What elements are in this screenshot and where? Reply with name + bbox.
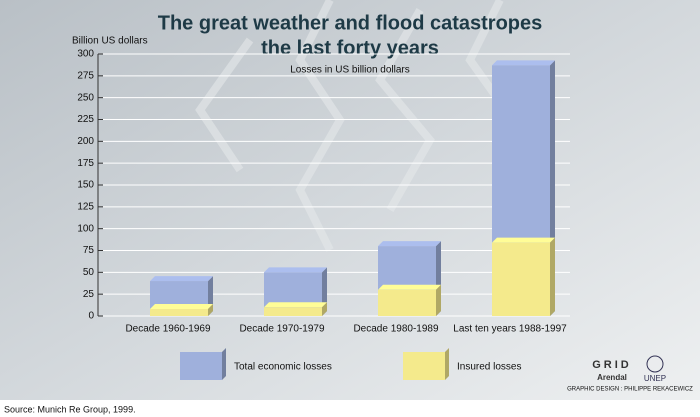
legend-label: Total economic losses	[234, 362, 332, 373]
bar-top	[264, 267, 327, 273]
y-tick-label: 150	[77, 180, 94, 191]
bar-side	[550, 237, 555, 316]
bar-side	[436, 284, 441, 316]
background	[0, 0, 700, 400]
y-tick-label: 175	[77, 158, 94, 169]
legend-swatch	[403, 352, 445, 380]
legend-swatch	[180, 352, 222, 380]
x-tick-label: Decade 1960-1969	[125, 324, 211, 335]
y-tick-label: 0	[88, 311, 94, 322]
x-tick-label: Decade 1980-1989	[353, 324, 439, 335]
bar	[264, 307, 322, 316]
bar	[378, 289, 436, 316]
bar-top	[150, 304, 213, 310]
x-tick-label: Last ten years 1988-1997	[453, 324, 567, 335]
subtitle: Losses in US billion dollars	[290, 65, 410, 76]
logo-icon	[646, 355, 664, 373]
source: Source: Munich Re Group, 1999.	[4, 404, 136, 414]
bar-top	[378, 284, 441, 290]
y-tick-label: 100	[77, 223, 94, 234]
y-tick-label: 200	[77, 136, 94, 147]
bar-top	[264, 302, 327, 308]
logo: UNEP	[644, 374, 666, 383]
y-tick-label: 50	[83, 267, 95, 278]
bar-side	[208, 304, 213, 316]
x-tick-label: Decade 1970-1979	[239, 324, 325, 335]
legend-swatch-side	[222, 348, 226, 380]
bar-top	[378, 241, 441, 247]
bar-top	[150, 276, 213, 282]
y-tick-label: 25	[83, 289, 95, 300]
bar-top	[492, 60, 555, 66]
credit: GRAPHIC DESIGN : PHILIPPE REKACEWICZ	[567, 387, 693, 393]
y-tick-label: 125	[77, 201, 94, 212]
y-tick-label: 275	[77, 70, 94, 81]
y-tick-label: 225	[77, 114, 94, 125]
logo: GRID	[592, 359, 632, 371]
logo: Arendal	[597, 373, 627, 382]
bar	[492, 242, 550, 316]
chart-title: The great weather and flood catastropes	[158, 12, 543, 34]
y-axis-label: Billion US dollars	[72, 36, 148, 47]
y-tick-label: 250	[77, 92, 94, 103]
bar-side	[322, 302, 327, 316]
legend-label: Insured losses	[457, 362, 521, 373]
chart-title: the last forty years	[261, 37, 439, 59]
legend-swatch-side	[445, 348, 449, 380]
y-tick-label: 300	[77, 49, 94, 60]
bar-top	[492, 237, 555, 243]
y-tick-label: 75	[83, 245, 95, 256]
bar	[150, 309, 208, 316]
